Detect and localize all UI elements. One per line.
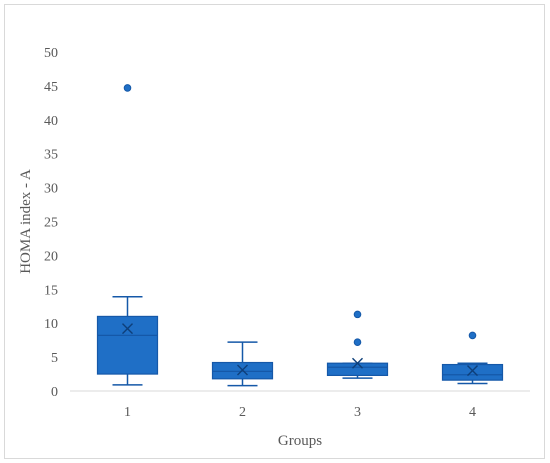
y-axis-title: HOMA index - A	[18, 169, 34, 274]
y-tick-label: 0	[51, 385, 58, 400]
box-group	[211, 341, 274, 387]
y-axis-ticks: 0 5 10 15 20 25 30 35 40 45 50	[44, 46, 58, 400]
y-tick-label: 50	[44, 46, 58, 61]
x-tick-label: 3	[354, 405, 361, 420]
y-tick-label: 45	[44, 80, 58, 95]
x-tick-label: 2	[239, 405, 246, 420]
mean-marker	[467, 365, 478, 377]
y-tick-label: 5	[51, 351, 58, 366]
outlier-point	[468, 331, 477, 340]
mean-marker	[352, 357, 363, 369]
box-group	[441, 331, 504, 385]
x-tick-label: 1	[124, 405, 131, 420]
iqr-box	[326, 362, 389, 377]
outlier-point	[353, 310, 362, 319]
y-tick-label: 35	[44, 148, 58, 163]
box-group	[96, 84, 159, 386]
x-axis-ticks: 1 2 3 4	[124, 405, 476, 420]
mean-marker	[237, 364, 248, 376]
y-tick-label: 30	[44, 182, 58, 197]
chart-frame	[4, 4, 545, 459]
x-axis-title: Groups	[278, 433, 322, 449]
mean-marker	[122, 323, 133, 335]
outlier-point	[353, 338, 362, 346]
x-tick-label: 4	[469, 405, 476, 420]
outlier-point	[123, 84, 132, 92]
y-tick-label: 40	[44, 114, 58, 129]
y-tick-label: 15	[44, 283, 58, 298]
iqr-box	[96, 315, 159, 375]
y-tick-label: 25	[44, 216, 58, 231]
iqr-box	[441, 363, 504, 381]
box-series	[96, 84, 504, 387]
y-tick-label: 10	[44, 317, 58, 332]
y-tick-label: 20	[44, 249, 58, 264]
box-group	[326, 310, 389, 379]
